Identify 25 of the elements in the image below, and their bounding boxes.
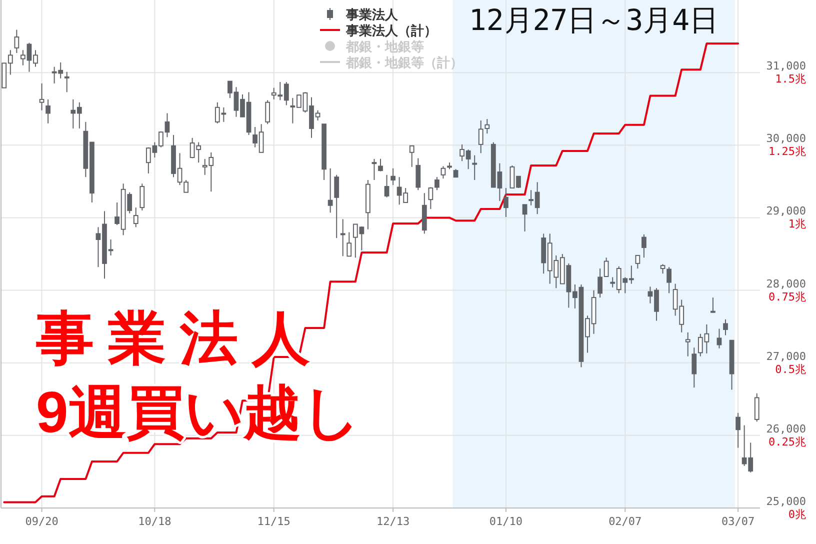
x-tick-label: 02/07 (608, 515, 642, 528)
y2-tick-label: 0.5兆 (775, 362, 806, 376)
y2-tick-label: 0.75兆 (768, 290, 806, 304)
y-tick-label: 31,000 (766, 60, 806, 73)
y-tick-label: 29,000 (766, 204, 806, 218)
annotation: 9週買い越し (36, 380, 360, 445)
y2-tick-label: 0.25兆 (768, 435, 806, 448)
legend-label: 事業法人 (345, 7, 399, 22)
x-tick-label: 09/20 (25, 515, 58, 528)
y2-tick-label: 1.5兆 (775, 72, 806, 86)
chart-title: 12月27日～3月4日 (468, 3, 719, 37)
y-tick-label: 26,000 (766, 422, 806, 436)
y2-tick-label: 1兆 (788, 218, 806, 231)
y-tick-label: 27,000 (766, 350, 806, 363)
legend-label: 事業法人（計） (345, 23, 437, 38)
x-tick-label: 11/15 (257, 515, 290, 528)
y2-tick-label: 0兆 (788, 508, 806, 521)
y2-tick-label: 1.25兆 (768, 145, 806, 158)
x-tick-label: 12/13 (376, 515, 410, 528)
y-tick-label: 30,000 (766, 132, 806, 146)
x-tick-label: 01/10 (489, 515, 523, 528)
x-tick-label: 03/07 (721, 515, 755, 528)
x-tick-label: 10/18 (138, 515, 172, 528)
y-tick-label: 28,000 (766, 277, 806, 290)
y-tick-label: 25,000 (766, 495, 806, 508)
